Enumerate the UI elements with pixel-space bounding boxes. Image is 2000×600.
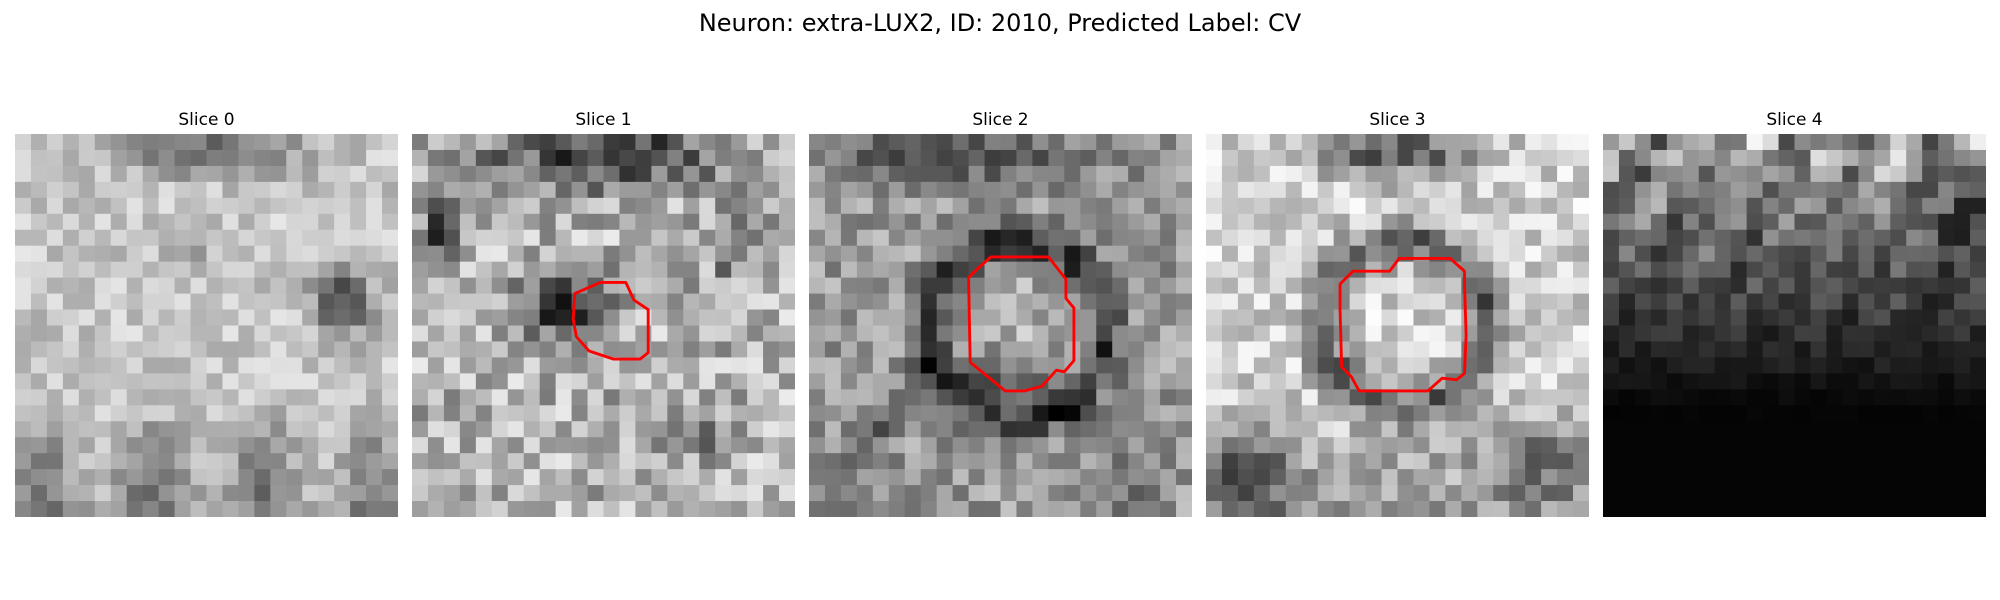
figure-title: Neuron: extra-LUX2, ID: 2010, Predicted … <box>698 9 1302 37</box>
pixel-grid <box>809 134 1192 517</box>
pixel-grid <box>412 134 795 517</box>
slice-image <box>412 134 795 517</box>
slice-panel-2: Slice 2 <box>809 108 1192 517</box>
slice-image <box>809 134 1192 517</box>
slice-panel-4: Slice 4 <box>1603 108 1986 517</box>
cell-outline <box>571 280 650 361</box>
slice-raster <box>15 134 398 517</box>
pixel-grid <box>1603 134 1986 517</box>
slice-title: Slice 1 <box>575 110 632 130</box>
slice-title: Slice 0 <box>178 110 235 130</box>
slice-image <box>1206 134 1589 517</box>
slice-image <box>1603 134 1986 517</box>
slice-raster <box>1206 134 1589 517</box>
slice-panel-1: Slice 1 <box>412 108 795 517</box>
slice-title: Slice 4 <box>1766 110 1823 130</box>
slice-raster <box>412 134 795 517</box>
pixel-grid <box>15 134 398 517</box>
cell-outline <box>967 255 1076 393</box>
slice-panel-0: Slice 0 <box>15 108 398 517</box>
slice-raster <box>1603 134 1986 517</box>
slice-panel-3: Slice 3 <box>1206 108 1589 517</box>
pixel-grid <box>1206 134 1589 517</box>
slice-title: Slice 2 <box>972 110 1029 130</box>
slice-title: Slice 3 <box>1369 110 1426 130</box>
cell-outline <box>1338 257 1468 393</box>
slice-image <box>15 134 398 517</box>
slice-raster <box>809 134 1192 517</box>
